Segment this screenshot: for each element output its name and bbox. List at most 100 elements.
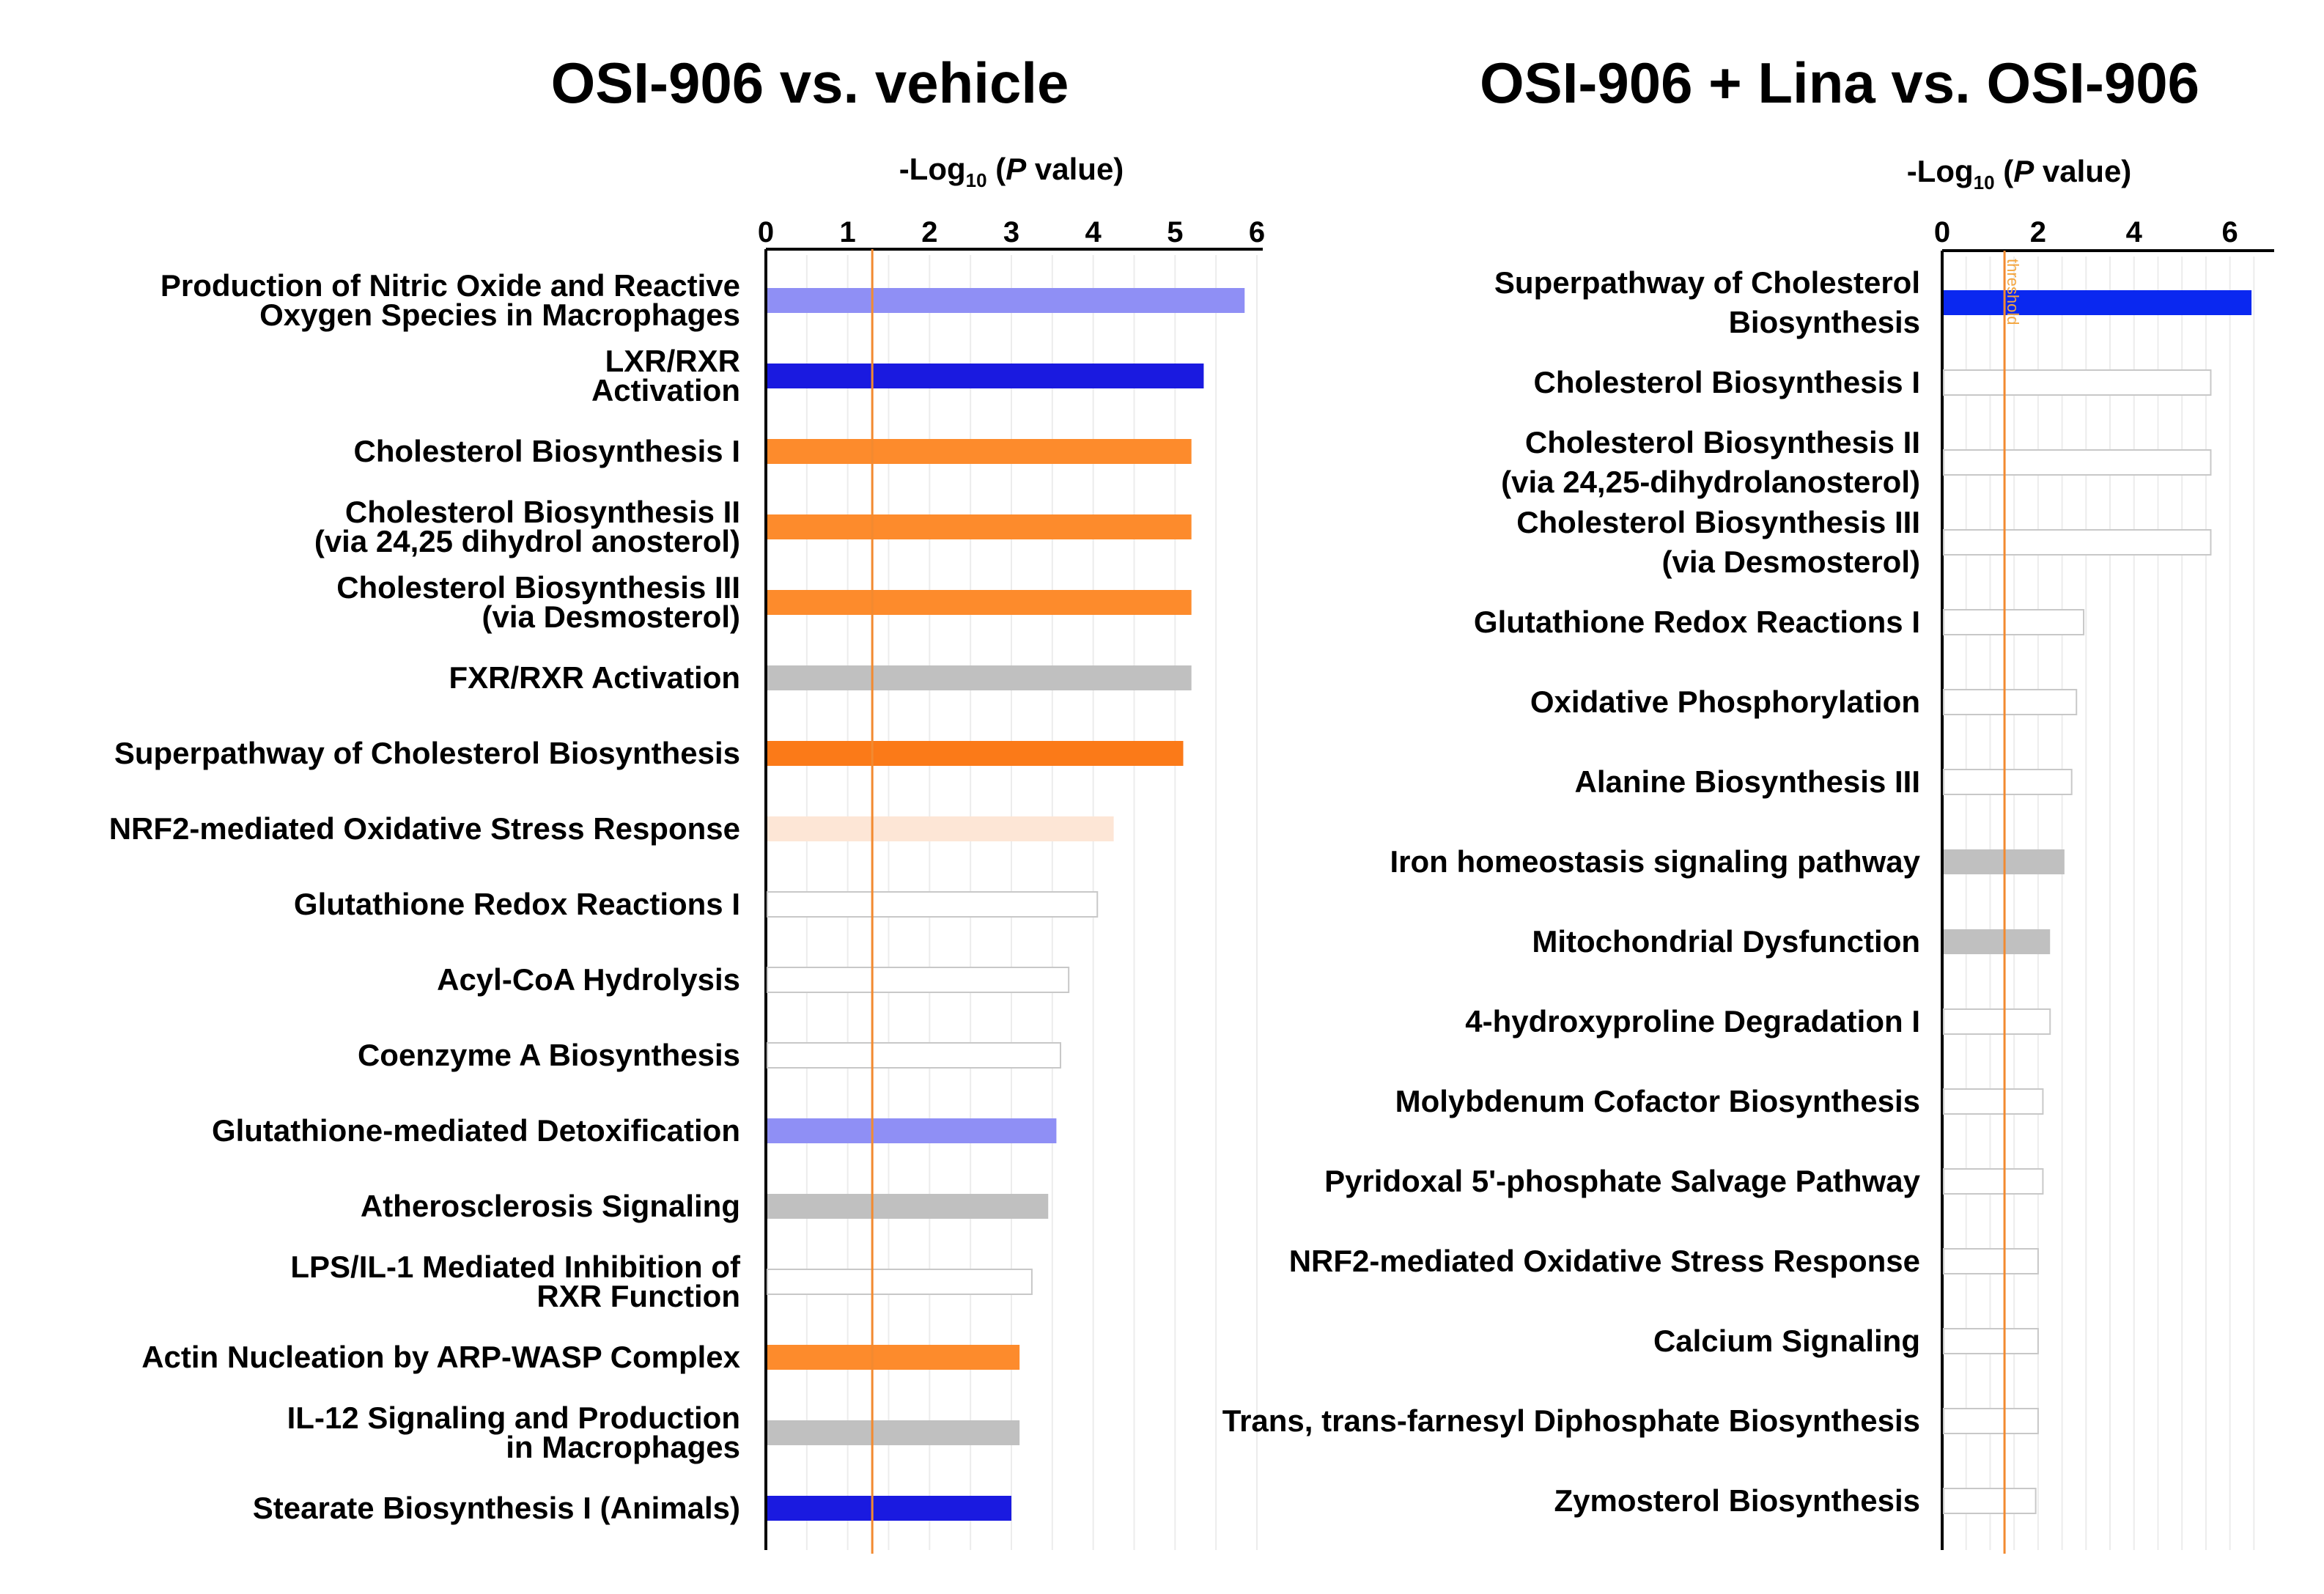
category-label-line: Oxidative Phosphorylation: [1530, 685, 1920, 719]
category-label-line: Superpathway of Cholesterol: [1494, 265, 1920, 300]
chart-title: OSI-906 vs. vehicle: [551, 51, 1069, 115]
bar: [767, 439, 1192, 464]
category-label-line: Alanine Biosynthesis III: [1575, 764, 1920, 799]
x-tick-label: 6: [2222, 216, 2238, 248]
category-label: Actin Nucleation by ARP-WASP Complex: [141, 1340, 740, 1374]
x-axis-title-suffix: value): [2034, 154, 2131, 188]
category-label: Cholesterol Biosynthesis II (via 24,25 di…: [314, 495, 740, 558]
category-label: Iron homeostasis signaling pathway: [1390, 844, 1921, 879]
category-label: Glutathione Redox Reactions I: [294, 887, 740, 921]
category-label: Cholesterol Biosynthesis III (via Desmost…: [1516, 505, 1920, 579]
category-label: IL-12 Signaling and Production in Macroph…: [287, 1401, 740, 1464]
x-axis-title-subscript: 10: [1974, 171, 1995, 193]
category-label: Coenzyme A Biosynthesis: [358, 1038, 740, 1072]
category-label-line: Production of Nitric Oxide and Reactive: [161, 268, 740, 303]
bar: [767, 967, 1070, 993]
bar: [767, 590, 1192, 615]
x-tick-label: 2: [921, 216, 937, 248]
category-label: Oxidative Phosphorylation: [1530, 685, 1920, 719]
bar: [1943, 449, 2212, 476]
category-label: Glutathione-mediated Detoxification: [212, 1113, 740, 1148]
category-label-line: Calcium Signaling: [1653, 1324, 1920, 1358]
category-label-line: Zymosterol Biosynthesis: [1554, 1483, 1920, 1518]
category-label: Atherosclerosis Signaling: [361, 1189, 740, 1223]
category-label-line: RXR Function: [536, 1279, 740, 1313]
category-label-line: Trans, trans-farnesyl Diphosphate Biosyn…: [1222, 1403, 1920, 1438]
category-label: Superpathway of Cholesterol Biosynthesis: [114, 736, 740, 770]
category-label-line: Cholesterol Biosynthesis III: [336, 570, 740, 605]
category-label: Cholesterol Biosynthesis I: [354, 434, 740, 468]
bar: [767, 1420, 1020, 1445]
chart-title: OSI-906 + Lina vs. OSI-906: [1480, 51, 2199, 115]
category-label-line: LXR/RXR: [605, 344, 740, 378]
category-label: Superpathway of Cholesterol Biosynthesis: [1494, 265, 1920, 339]
category-label: Cholesterol Biosynthesis II (via 24,25-di…: [1501, 425, 1920, 499]
category-label-line: Cholesterol Biosynthesis II: [345, 495, 740, 529]
category-label-line: (via 24,25-dihydrolanosterol): [1501, 465, 1920, 499]
bar: [767, 514, 1192, 539]
category-label: NRF2-mediated Oxidative Stress Response: [109, 811, 740, 846]
category-label-line: Cholesterol Biosynthesis I: [354, 434, 740, 468]
category-label-line: Superpathway of Cholesterol Biosynthesis: [114, 736, 740, 770]
category-label-line: Glutathione Redox Reactions I: [1474, 605, 1920, 639]
category-label-line: Molybdenum Cofactor Biosynthesis: [1395, 1084, 1920, 1118]
bar: [1943, 1088, 2044, 1115]
x-tick-label: 4: [2126, 216, 2143, 248]
category-label: Zymosterol Biosynthesis: [1554, 1483, 1920, 1518]
category-label-line: NRF2-mediated Oxidative Stress Response: [1289, 1244, 1920, 1278]
bar: [767, 1345, 1020, 1370]
x-axis-title-open: (: [1995, 154, 2014, 188]
category-label-line: (via 24,25 dihydrol anosterol): [314, 524, 740, 558]
category-label: Cholesterol Biosynthesis III (via Desmost…: [336, 570, 740, 634]
x-tick-label: 3: [1003, 216, 1019, 248]
category-label: Alanine Biosynthesis III: [1575, 764, 1920, 799]
category-label: Calcium Signaling: [1653, 1324, 1920, 1358]
category-label-line: (via Desmosterol): [482, 599, 740, 634]
bar: [1943, 609, 2085, 635]
x-axis-title-italic: P: [1006, 152, 1027, 186]
category-label-line: Mitochondrial Dysfunction: [1532, 924, 1920, 959]
category-label-line: FXR/RXR Activation: [449, 660, 740, 695]
category-label-line: Glutathione-mediated Detoxification: [212, 1113, 740, 1148]
x-tick-label: 2: [2030, 216, 2046, 248]
bar: [767, 1496, 1011, 1521]
category-label: NRF2-mediated Oxidative Stress Response: [1289, 1244, 1920, 1278]
category-label-line: IL-12 Signaling and Production: [287, 1401, 740, 1435]
bar: [767, 891, 1099, 918]
bar: [1943, 529, 2212, 556]
category-label-line: Actin Nucleation by ARP-WASP Complex: [141, 1340, 740, 1374]
category-label-line: Glutathione Redox Reactions I: [294, 887, 740, 921]
x-tick-label: 6: [1249, 216, 1265, 248]
bar: [1943, 769, 2073, 795]
bar: [1943, 1408, 2039, 1434]
bar: [767, 816, 1114, 841]
category-label-line: Iron homeostasis signaling pathway: [1390, 844, 1921, 879]
x-tick-label: 1: [840, 216, 856, 248]
category-label: Trans, trans-farnesyl Diphosphate Biosyn…: [1222, 1403, 1920, 1438]
category-label-line: Pyridoxal 5'-phosphate Salvage Pathway: [1324, 1164, 1921, 1198]
x-tick-label: 5: [1167, 216, 1183, 248]
bar: [1943, 1328, 2039, 1354]
x-tick-label: 0: [758, 216, 774, 248]
x-axis-title-prefix: -Log: [899, 152, 966, 186]
category-label-line: Cholesterol Biosynthesis II: [1525, 425, 1920, 460]
bar: [1943, 689, 2078, 715]
category-label: Acyl-CoA Hydrolysis: [437, 962, 740, 997]
left-chart-panel: OSI-906 vs. vehicle -Log10 (P value) 0 1 2 3 4…: [109, 51, 1265, 1554]
category-label-line: Cholesterol Biosynthesis III: [1516, 505, 1920, 539]
category-label: 4-hydroxyproline Degradation I: [1465, 1004, 1920, 1038]
bar: [767, 1042, 1061, 1069]
x-axis-title-subscript: 10: [966, 169, 987, 191]
bar: [767, 1194, 1049, 1219]
category-label: Production of Nitric Oxide and Reactive O…: [161, 268, 740, 332]
x-axis-title: -Log10 (P value): [1907, 154, 2132, 193]
category-label: FXR/RXR Activation: [449, 660, 740, 695]
bar: [767, 741, 1184, 766]
category-label-line: Stearate Biosynthesis I (Animals): [253, 1491, 740, 1525]
category-label: Molybdenum Cofactor Biosynthesis: [1395, 1084, 1920, 1118]
category-label-line: Acyl-CoA Hydrolysis: [437, 962, 740, 997]
bar: [767, 1269, 1033, 1295]
category-label: LXR/RXR Activation: [591, 344, 740, 407]
